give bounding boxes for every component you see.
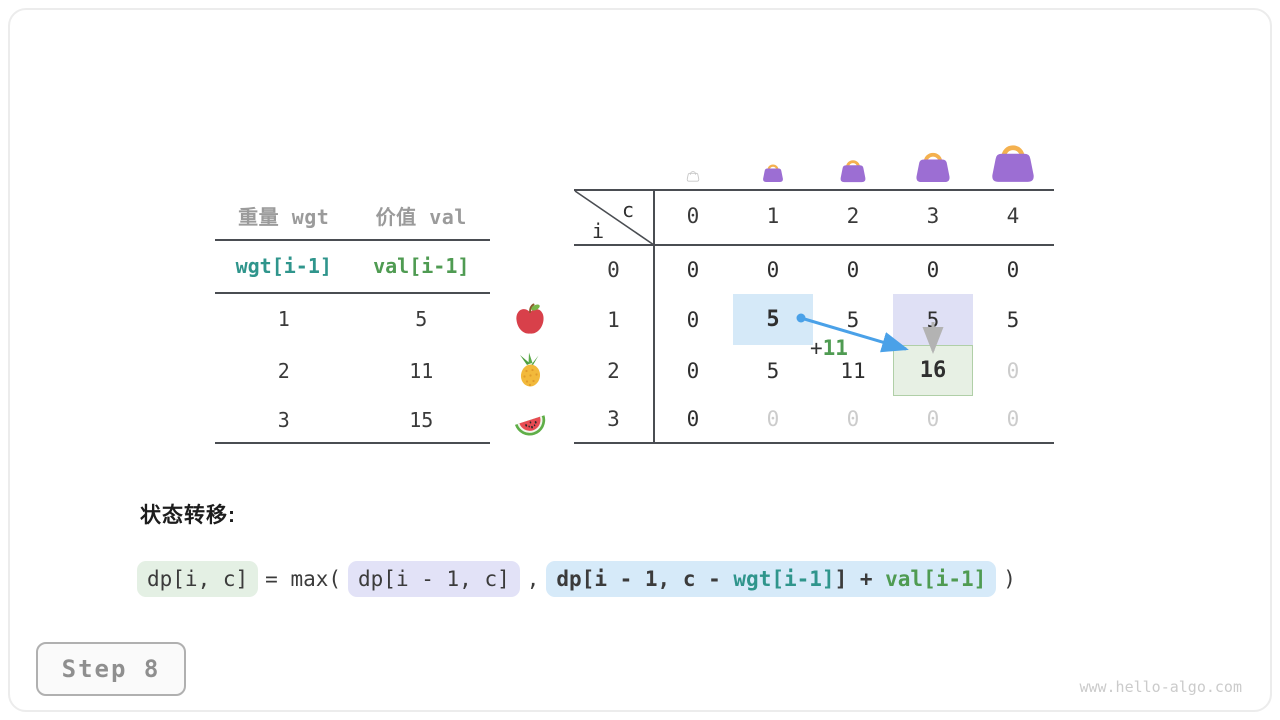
items-table-header-row: 重量 wgt 价值 val xyxy=(215,190,490,240)
dp-row-header: 3 xyxy=(607,407,620,431)
dp-corner-col-var: c xyxy=(622,198,635,222)
dp-cell: 0 xyxy=(686,257,700,282)
dp-cell: 5 xyxy=(766,358,780,383)
dp-row-header: 2 xyxy=(607,358,620,383)
dp-table-row-1: 0 5 5 5 5 xyxy=(653,294,1053,345)
dp-cell: 0 xyxy=(686,407,700,431)
formula-arg1: dp[i - 1, c] xyxy=(348,561,520,597)
items-header-value: 价值 val xyxy=(375,204,467,229)
step-badge: Step 8 xyxy=(36,642,186,696)
formula-comma: , xyxy=(526,567,540,591)
dp-cell: 11 xyxy=(840,358,866,383)
formula-arg2-mid: ] + xyxy=(834,567,886,591)
dp-col-header: 3 xyxy=(926,204,940,228)
bag-icon-capacity-1 xyxy=(763,164,783,182)
items-table-row-watermelon: 3 15 xyxy=(215,396,490,443)
dp-col-header: 2 xyxy=(846,204,860,228)
formula-lhs: dp[i, c] xyxy=(137,561,259,597)
dp-table-row-2: 0 5 11 16 0 xyxy=(653,345,1053,396)
bag-icon-capacity-3 xyxy=(916,152,950,182)
add-value-annotation: +11 xyxy=(810,336,848,360)
dp-cell: 0 xyxy=(686,307,700,332)
dp-cell-highlight-source: 5 xyxy=(733,294,813,345)
dp-row-header: 0 xyxy=(607,257,620,282)
formula-arg2: dp[i - 1, c - wgt[i-1]] + val[i-1] xyxy=(546,561,997,597)
state-transition-label: 状态转移: xyxy=(140,504,236,527)
formula-arg2-val: val[i-1] xyxy=(885,567,987,591)
dp-table-line-top xyxy=(574,189,1054,191)
dp-cell: 0 xyxy=(926,407,940,431)
dp-col-header: 0 xyxy=(686,204,700,228)
items-index-val: val[i-1] xyxy=(373,254,470,278)
item-val-value: 11 xyxy=(409,358,434,383)
dp-column-headers: 0 1 2 3 4 xyxy=(653,204,1053,228)
dp-cell-highlight-above: 5 xyxy=(893,294,973,345)
items-table-row-apple: 1 5 xyxy=(215,293,490,345)
items-table-index-row: wgt[i-1] val[i-1] xyxy=(215,240,490,292)
dp-cell: 0 xyxy=(1006,358,1020,383)
dp-cell: 0 xyxy=(1006,257,1020,282)
item-val-value: 15 xyxy=(409,407,434,432)
dp-cell: 0 xyxy=(686,358,700,383)
formula-arg2-wgt: wgt[i-1] xyxy=(733,567,835,591)
dp-cell: 0 xyxy=(846,407,860,431)
dp-corner-row-var: i xyxy=(592,219,605,243)
plus-sign: + xyxy=(810,336,823,360)
dp-cell: 0 xyxy=(1006,407,1020,431)
dp-cell: 0 xyxy=(766,407,780,431)
pineapple-icon xyxy=(520,352,541,387)
formula-close-paren: ) xyxy=(1003,567,1016,591)
state-transition-formula: dp[i, c] = max( dp[i - 1, c] , dp[i - 1,… xyxy=(137,561,1023,597)
item-val-value: 5 xyxy=(415,307,428,331)
items-table-line-mid xyxy=(215,292,490,294)
dp-row-header: 1 xyxy=(607,307,620,332)
watermark: www.hello-algo.com xyxy=(1079,678,1242,696)
dp-cell: 0 xyxy=(926,257,940,282)
dp-table-row-3: 0 0 0 0 0 xyxy=(653,396,1053,442)
items-table-row-pineapple: 2 11 xyxy=(215,345,490,396)
formula-eq-max: = max( xyxy=(265,567,342,591)
watermelon-icon xyxy=(514,415,546,436)
dp-table-row-0: 0 0 0 0 0 xyxy=(653,245,1053,294)
dp-col-header: 1 xyxy=(766,204,780,228)
items-header-weight: 重量 wgt xyxy=(238,204,330,229)
dp-cell: 0 xyxy=(846,257,860,282)
bag-icon-capacity-0 xyxy=(686,171,700,182)
dp-cell: 5 xyxy=(1006,307,1020,332)
dp-table-line-vertical xyxy=(653,189,655,444)
bag-icon-capacity-4 xyxy=(992,145,1034,182)
dp-table-line-header xyxy=(574,244,1054,246)
dp-cell-highlight-current: 16 xyxy=(893,345,973,396)
item-wgt-value: 1 xyxy=(277,307,290,331)
dp-table-line-bottom xyxy=(574,442,1054,444)
added-value: 11 xyxy=(822,336,848,360)
apple-icon xyxy=(516,303,544,334)
items-index-wgt: wgt[i-1] xyxy=(235,254,332,278)
items-table-line-top xyxy=(215,239,490,241)
item-wgt-value: 3 xyxy=(277,407,290,432)
bag-icon-capacity-2 xyxy=(840,160,866,183)
formula-arg2-prefix: dp[i - 1, c - xyxy=(556,567,734,591)
items-table-line-bottom xyxy=(215,442,490,444)
dp-cell: 0 xyxy=(766,257,780,282)
item-wgt-value: 2 xyxy=(277,358,290,383)
dp-col-header: 4 xyxy=(1006,204,1020,228)
